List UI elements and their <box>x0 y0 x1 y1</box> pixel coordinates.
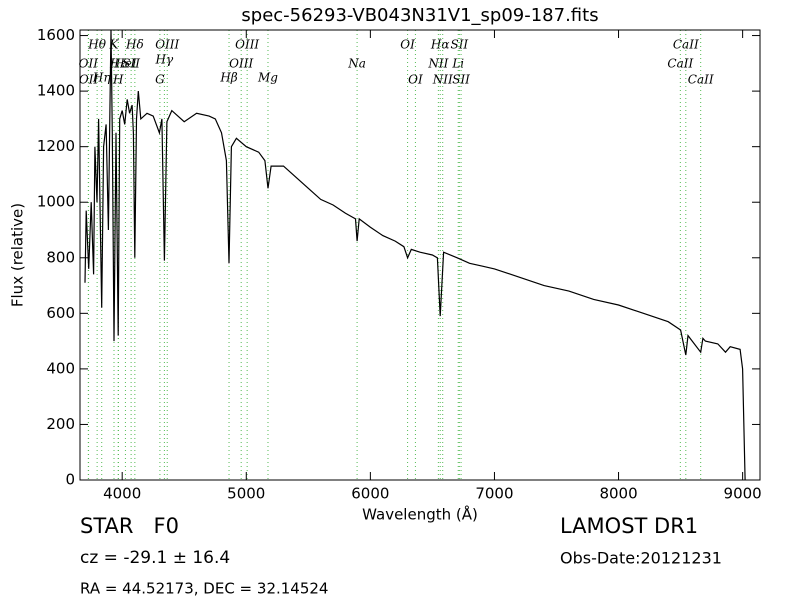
line-label: OIII <box>235 38 259 52</box>
line-label: NII <box>427 57 448 71</box>
line-label: Hβ <box>219 71 237 85</box>
line-label: H <box>112 73 124 87</box>
line-label: SII <box>450 38 468 52</box>
line-label: Hη <box>92 71 111 85</box>
survey: LAMOST DR1 <box>560 514 698 538</box>
line-label: Hδ <box>125 38 144 52</box>
coordinates: RA = 44.52173, DEC = 32.14524 <box>80 580 328 598</box>
line-label: CaII <box>688 73 714 87</box>
line-label: OII <box>79 57 99 71</box>
y-tick-label: 0 <box>65 471 75 489</box>
line-label: OIII <box>229 57 253 71</box>
line-label: G <box>155 73 165 87</box>
y-tick-label: 600 <box>46 304 75 322</box>
line-label: Mg <box>257 71 278 85</box>
line-label: K <box>109 38 120 52</box>
line-label: Hγ <box>155 53 174 67</box>
x-tick-label: 8000 <box>599 485 637 503</box>
chart-title: spec-56293-VB043N31V1_sp09-187.fits <box>241 5 598 26</box>
plot-frame <box>79 29 761 481</box>
y-tick-label: 800 <box>46 248 75 266</box>
y-tick-label: 1000 <box>37 193 75 211</box>
line-label: Na <box>347 57 366 71</box>
line-label: OI <box>408 73 423 87</box>
line-label: CaII <box>673 38 699 52</box>
line-label: Hθ <box>87 38 106 52</box>
line-label: OIII <box>155 38 179 52</box>
y-tick-label: 400 <box>46 359 75 377</box>
y-tick-label: 1400 <box>37 82 75 100</box>
x-axis-label: Wavelength (Å) <box>362 505 478 524</box>
line-label: CaII <box>667 57 693 71</box>
y-tick-label: 1600 <box>37 26 75 44</box>
obs-date: Obs-Date:20121231 <box>560 549 722 568</box>
line-label: SII <box>452 73 470 87</box>
x-tick-label: 5000 <box>227 485 265 503</box>
y-tick-label: 200 <box>46 415 75 433</box>
x-tick-label: 9000 <box>724 485 762 503</box>
spectrum-line <box>84 30 746 480</box>
line-label: Hε <box>109 57 127 71</box>
y-tick-label: 1200 <box>37 137 75 155</box>
y-axis-label: Flux (relative) <box>9 203 27 307</box>
x-tick-label: 6000 <box>351 485 389 503</box>
line-label: OI <box>400 38 415 52</box>
redshift: cz = -29.1 ± 16.4 <box>80 548 230 568</box>
line-label: NII <box>432 73 453 87</box>
line-label: Li <box>451 57 464 71</box>
x-tick-label: 7000 <box>475 485 513 503</box>
line-label: Hα <box>430 38 450 52</box>
line-label: OII <box>79 73 99 87</box>
object-class: STAR F0 <box>80 514 179 538</box>
line-label: SII <box>122 57 140 71</box>
x-tick-label: 4000 <box>103 485 141 503</box>
